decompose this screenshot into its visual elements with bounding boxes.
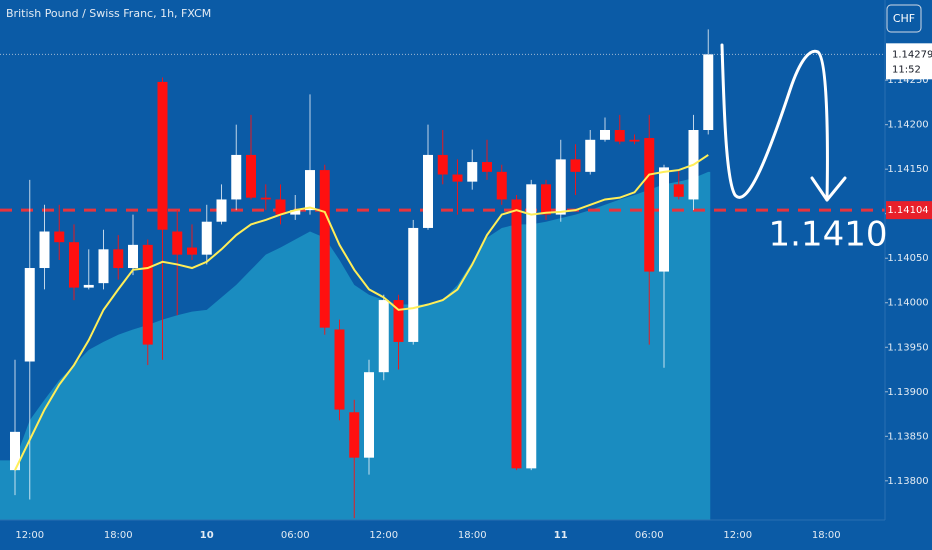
x-tick-label: 11 (554, 530, 568, 541)
candle-body (231, 154, 242, 200)
y-tick-label: 1.14200 (887, 120, 928, 131)
candle-body (644, 138, 655, 272)
candle-body (364, 372, 374, 458)
x-tick-label: 18:00 (104, 530, 133, 541)
candle-body (128, 244, 138, 269)
candle-body (10, 431, 20, 471)
candle-body (98, 249, 109, 284)
hand-drawn-arrow (720, 43, 829, 202)
currency-button[interactable] (886, 4, 922, 33)
x-tick-label: 06:00 (281, 530, 310, 541)
candle-body (496, 171, 507, 200)
x-tick-label: 18:00 (458, 530, 487, 541)
countdown-label: 11:52 (892, 64, 921, 75)
candle-body (275, 199, 286, 215)
candle-body (187, 247, 197, 255)
candle-body (393, 300, 404, 342)
candle-body (703, 54, 714, 131)
candle-body (319, 170, 330, 328)
candle-body (511, 199, 522, 469)
x-tick-label: 12:00 (15, 530, 44, 541)
candle-body (423, 154, 433, 228)
last-price-label: 1.14279 (892, 49, 932, 60)
y-tick-label: 1.14000 (887, 298, 928, 309)
candle-body (659, 167, 669, 272)
x-tick-label: 12:00 (723, 530, 752, 541)
candle-body (570, 159, 581, 172)
candle-body (614, 130, 625, 142)
candle-body (555, 159, 566, 215)
candle-body (526, 184, 537, 469)
candle-body (142, 244, 153, 345)
arrow-head (810, 176, 847, 202)
price-axis: 1.13800 1.13850 1.13900 1.13950 1.14000 1.140… (885, 43, 932, 487)
y-tick-label: 1.13800 (887, 476, 928, 487)
y-tick-label: 1.13850 (887, 431, 928, 442)
x-tick-label: 12:00 (369, 530, 398, 541)
candle-body (54, 231, 65, 243)
candle-body (408, 227, 419, 342)
candle-body (600, 130, 610, 140)
candle-body (216, 199, 227, 222)
x-tick-label: 18:00 (812, 530, 841, 541)
candle-body (246, 154, 256, 198)
candle-body (452, 174, 463, 182)
y-tick-label: 1.14250 (887, 75, 928, 86)
candle-body (39, 231, 50, 269)
candle-body (305, 170, 315, 211)
candle-body (201, 221, 212, 255)
y-tick-label: 1.14050 (887, 253, 928, 264)
candle-body (157, 81, 168, 230)
candle-body (629, 139, 640, 142)
currency-label[interactable]: CHF (893, 12, 915, 25)
candle-body (113, 249, 124, 269)
price-line-label: 1.14104 (887, 205, 928, 216)
candle-body (378, 300, 389, 373)
candle-body (467, 162, 478, 182)
candle-body (83, 284, 94, 288)
candle-body (541, 184, 551, 215)
candle-body (437, 154, 448, 175)
candle-body (673, 184, 684, 197)
candle-body (24, 268, 35, 362)
candle-body (69, 242, 79, 288)
plot-area (0, 29, 885, 521)
candle-body (334, 329, 345, 410)
candle-body (482, 162, 492, 172)
x-tick-label: 10 (200, 530, 214, 541)
candle-body (260, 197, 271, 200)
moving-average (14, 154, 709, 471)
y-tick-label: 1.14150 (887, 164, 928, 175)
candle-body (349, 412, 360, 458)
candle-body (290, 210, 301, 215)
price-line-tag (886, 201, 932, 220)
x-tick-label: 06:00 (635, 530, 664, 541)
chart-title: British Pound / Swiss Franc, 1h, FXCM (6, 7, 211, 20)
annotation: 1.1410 (769, 215, 888, 255)
candle-body (172, 231, 183, 255)
last-price-tag (886, 43, 932, 80)
y-tick-label: 1.13900 (887, 387, 928, 398)
candle-body (585, 139, 596, 172)
y-tick-label: 1.13950 (887, 342, 928, 353)
